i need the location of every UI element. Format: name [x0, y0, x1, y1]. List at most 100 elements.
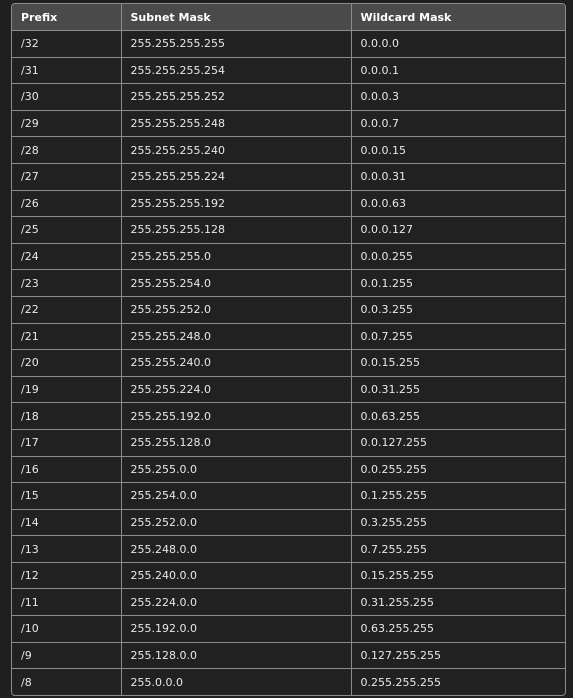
wildcard-mask-cell: 0.0.63.255	[350, 402, 565, 430]
table-row: /13 255.248.0.0 0.7.255.255	[12, 535, 565, 563]
prefix-cell: /26	[12, 189, 121, 217]
wildcard-mask-cell: 0.0.7.255	[350, 322, 565, 350]
header-row: Prefix Subnet Mask Wildcard Mask	[12, 4, 565, 31]
subnet-mask-cell: 255.255.255.0	[120, 242, 351, 270]
table-row: /17 255.255.128.0 0.0.127.255	[12, 428, 565, 456]
prefix-cell: /24	[12, 242, 121, 270]
subnet-mask-cell: 255.255.255.128	[120, 216, 351, 244]
prefix-cell: /13	[12, 535, 121, 563]
table-row: /10 255.192.0.0 0.63.255.255	[12, 615, 565, 643]
wildcard-mask-cell: 0.127.255.255	[350, 641, 565, 669]
header-prefix: Prefix	[12, 4, 121, 31]
table-row: /19 255.255.224.0 0.0.31.255	[12, 375, 565, 403]
subnet-mask-cell: 255.128.0.0	[120, 641, 351, 669]
wildcard-mask-cell: 0.0.3.255	[350, 295, 565, 324]
table-row: /23 255.255.254.0 0.0.1.255	[12, 269, 565, 297]
prefix-cell: /23	[12, 269, 121, 297]
wildcard-mask-cell: 0.0.0.15	[350, 136, 565, 164]
table-row: /18 255.255.192.0 0.0.63.255	[12, 402, 565, 430]
table-row: /9 255.128.0.0 0.127.255.255	[12, 641, 565, 669]
wildcard-mask-cell: 0.0.0.31	[350, 162, 565, 191]
subnet-mask-cell: 255.255.255.248	[120, 109, 351, 137]
table-row: /28 255.255.255.240 0.0.0.15	[12, 136, 565, 164]
wildcard-mask-cell: 0.0.0.63	[350, 189, 565, 217]
prefix-cell: /28	[12, 136, 121, 164]
subnet-mask-cell: 255.252.0.0	[120, 508, 351, 536]
wildcard-mask-cell: 0.15.255.255	[350, 561, 565, 589]
table-row: /21 255.255.248.0 0.0.7.255	[12, 322, 565, 350]
table-row: /8 255.0.0.0 0.255.255.255	[12, 668, 565, 695]
prefix-cell: /16	[12, 455, 121, 483]
prefix-cell: /22	[12, 295, 121, 324]
prefix-cell: /19	[12, 375, 121, 403]
wildcard-mask-cell: 0.255.255.255	[350, 668, 565, 695]
subnet-mask-cell: 255.255.255.252	[120, 83, 351, 111]
wildcard-mask-cell: 0.0.127.255	[350, 428, 565, 456]
prefix-cell: /12	[12, 561, 121, 589]
table-row: /11 255.224.0.0 0.31.255.255	[12, 588, 565, 616]
subnet-mask-cell: 255.240.0.0	[120, 561, 351, 589]
subnet-mask-cell: 255.224.0.0	[120, 588, 351, 616]
prefix-cell: /9	[12, 641, 121, 669]
table-row: /25 255.255.255.128 0.0.0.127	[12, 216, 565, 244]
subnet-mask-cell: 255.255.254.0	[120, 269, 351, 297]
table-row: /29 255.255.255.248 0.0.0.7	[12, 109, 565, 137]
subnet-mask-cell: 255.0.0.0	[120, 668, 351, 695]
wildcard-mask-cell: 0.7.255.255	[350, 535, 565, 563]
prefix-cell: /31	[12, 56, 121, 84]
subnet-mask-cell: 255.255.252.0	[120, 295, 351, 324]
prefix-cell: /18	[12, 402, 121, 430]
table-row: /26 255.255.255.192 0.0.0.63	[12, 189, 565, 217]
prefix-cell: /15	[12, 482, 121, 510]
table-row: /20 255.255.240.0 0.0.15.255	[12, 349, 565, 377]
table-body: /32 255.255.255.255 0.0.0.0/31 255.255.255.…	[12, 30, 565, 695]
prefix-cell: /10	[12, 615, 121, 643]
table-row: /15 255.254.0.0 0.1.255.255	[12, 482, 565, 510]
table-row: /12 255.240.0.0 0.15.255.255	[12, 561, 565, 589]
prefix-cell: /11	[12, 588, 121, 616]
subnet-mask-cell: 255.255.248.0	[120, 322, 351, 350]
wildcard-mask-cell: 0.0.255.255	[350, 455, 565, 483]
prefix-cell: /21	[12, 322, 121, 350]
prefix-cell: /32	[12, 30, 121, 58]
wildcard-mask-cell: 0.31.255.255	[350, 588, 565, 616]
header-wildcard-mask: Wildcard Mask	[350, 4, 565, 31]
wildcard-mask-cell: 0.3.255.255	[350, 508, 565, 536]
prefix-cell: /14	[12, 508, 121, 536]
wildcard-mask-cell: 0.1.255.255	[350, 482, 565, 510]
table-row: /24 255.255.255.0 0.0.0.255	[12, 242, 565, 270]
header-subnet-mask: Subnet Mask	[120, 4, 351, 31]
wildcard-mask-cell: 0.63.255.255	[350, 615, 565, 643]
prefix-cell: /20	[12, 349, 121, 377]
wildcard-mask-cell: 0.0.15.255	[350, 349, 565, 377]
table-row: /30 255.255.255.252 0.0.0.3	[12, 83, 565, 111]
prefix-cell: /30	[12, 83, 121, 111]
subnet-mask-cell: 255.255.224.0	[120, 375, 351, 403]
subnet-mask-cell: 255.255.255.192	[120, 189, 351, 217]
wildcard-mask-cell: 0.0.31.255	[350, 375, 565, 403]
subnet-mask-cell: 255.255.255.254	[120, 56, 351, 84]
wildcard-mask-cell: 0.0.0.127	[350, 216, 565, 244]
subnet-table-container: Prefix Subnet Mask Wildcard Mask /32 255.…	[11, 3, 566, 696]
subnet-mask-cell: 255.255.255.255	[120, 30, 351, 58]
wildcard-mask-cell: 0.0.0.0	[350, 30, 565, 58]
wildcard-mask-cell: 0.0.0.1	[350, 56, 565, 84]
table-row: /22 255.255.252.0 0.0.3.255	[12, 295, 565, 324]
wildcard-mask-cell: 0.0.0.7	[350, 109, 565, 137]
prefix-cell: /27	[12, 162, 121, 191]
prefix-cell: /8	[12, 668, 121, 695]
subnet-mask-cell: 255.248.0.0	[120, 535, 351, 563]
table-header: Prefix Subnet Mask Wildcard Mask	[12, 4, 565, 31]
subnet-mask-cell: 255.255.128.0	[120, 428, 351, 456]
table-row: /16 255.255.0.0 0.0.255.255	[12, 455, 565, 483]
subnet-mask-cell: 255.255.255.240	[120, 136, 351, 164]
prefix-cell: /29	[12, 109, 121, 137]
table-row: /31 255.255.255.254 0.0.0.1	[12, 56, 565, 84]
table-row: /14 255.252.0.0 0.3.255.255	[12, 508, 565, 536]
subnet-mask-cell: 255.192.0.0	[120, 615, 351, 643]
prefix-cell: /17	[12, 428, 121, 456]
subnet-mask-cell: 255.255.240.0	[120, 349, 351, 377]
prefix-cell: /25	[12, 216, 121, 244]
subnet-mask-cell: 255.255.255.224	[120, 162, 351, 191]
subnet-mask-cell: 255.254.0.0	[120, 482, 351, 510]
